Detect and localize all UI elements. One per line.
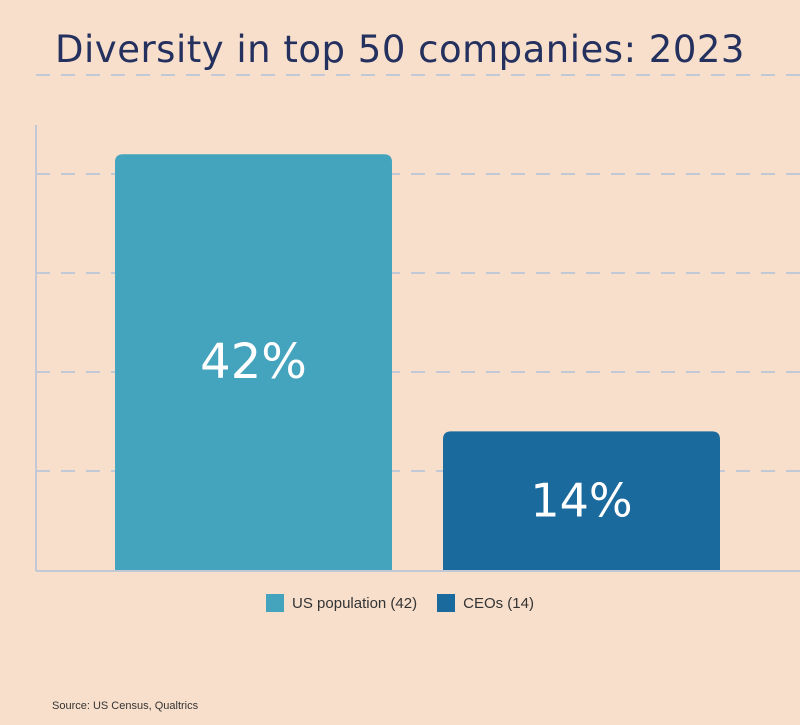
- legend-swatch-ceos: [437, 594, 456, 612]
- legend-swatch-us-population: [266, 594, 285, 612]
- data-label-ceos: 14%: [530, 474, 632, 528]
- chart-title: Diversity in top 50 companies: 2023: [55, 28, 745, 71]
- legend-item-ceos: CEOs (14): [437, 594, 534, 612]
- bars: 42% 14%: [115, 154, 720, 570]
- legend-item-us-population: US population (42): [266, 594, 417, 612]
- legend: US population (42) CEOs (14): [0, 594, 800, 612]
- data-label-us-population: 42%: [200, 334, 307, 390]
- bar-ceos: [443, 431, 720, 570]
- source-note: Source: US Census, Qualtrics: [52, 700, 199, 712]
- legend-label-us-population: US population (42): [292, 594, 418, 612]
- legend-label-ceos: CEOs (14): [463, 594, 534, 612]
- bar-us-population: [115, 154, 392, 570]
